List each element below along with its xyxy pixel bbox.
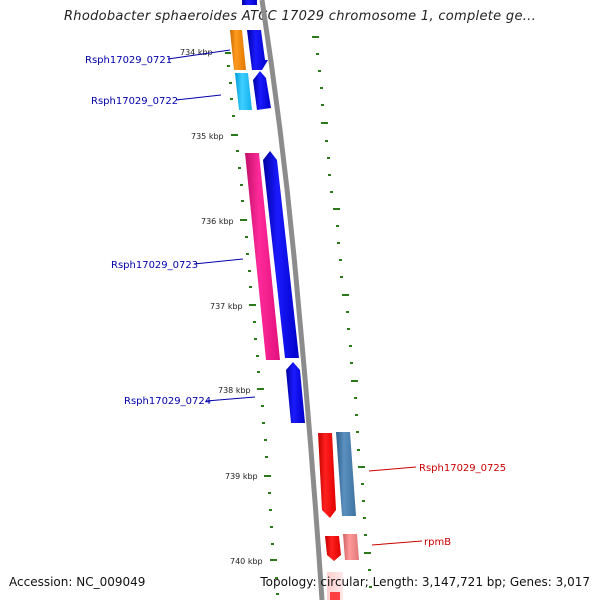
tick-ruler-inner — [225, 52, 279, 595]
chromosome-backbone — [259, 0, 325, 600]
label-leader-lines — [167, 49, 423, 546]
gene-0721-cds-arrow[interactable] — [247, 30, 268, 70]
gene-0724-cds-arrow[interactable] — [286, 362, 305, 423]
gene-labels: Rsph17029_0721 Rsph17029_0722 Rsph17029_… — [85, 55, 506, 548]
gene-label-0724[interactable]: Rsph17029_0724 — [124, 396, 211, 407]
gene-partial-top[interactable] — [242, 0, 257, 5]
tick-labels: 734 kbp 735 kbp 736 kbp 737 kbp 738 kbp … — [180, 48, 263, 566]
gene-rsph17029-0724[interactable] — [286, 362, 305, 423]
gene-0725-cds-arrow[interactable] — [318, 433, 336, 518]
gene-rsph17029-0721[interactable] — [230, 30, 268, 70]
tick-label-739: 739 kbp — [225, 472, 258, 481]
accession-text: Accession: NC_009049 — [9, 575, 146, 589]
gene-0722-cog-feature[interactable] — [235, 73, 252, 110]
gene-rpmb-cds-arrow[interactable] — [325, 536, 341, 561]
gene-0723-cog-feature[interactable] — [245, 153, 280, 360]
tick-label-734: 734 kbp — [180, 48, 213, 57]
gene-label-0725[interactable]: Rsph17029_0725 — [419, 463, 506, 474]
gene-label-0723[interactable]: Rsph17029_0723 — [111, 260, 198, 271]
genome-summary-text: Topology: circular; Length: 3,147,721 bp… — [260, 575, 590, 589]
gene-0722-cds-arrow[interactable] — [253, 71, 271, 110]
gene-rpmb-cog-feature[interactable] — [343, 534, 359, 560]
gene-0725-cog-feature[interactable] — [336, 432, 356, 516]
tick-label-740: 740 kbp — [230, 557, 263, 566]
tick-label-737: 737 kbp — [210, 302, 243, 311]
gene-0723-cds-arrow[interactable] — [263, 151, 299, 358]
tick-ruler-outer — [312, 36, 372, 588]
gene-label-rpmb[interactable]: rpmB — [424, 537, 451, 548]
gene-label-0721[interactable]: Rsph17029_0721 — [85, 55, 172, 66]
gene-label-0722[interactable]: Rsph17029_0722 — [91, 96, 178, 107]
tick-label-738: 738 kbp — [218, 386, 251, 395]
gene-0721-cog-feature[interactable] — [230, 30, 246, 70]
gene-partial-bottom[interactable] — [327, 572, 343, 600]
gene-rsph17029-0723[interactable] — [245, 151, 299, 360]
gene-rsph17029-0722[interactable] — [235, 71, 271, 110]
gene-rpmb[interactable] — [325, 534, 359, 561]
tick-label-735: 735 kbp — [191, 132, 224, 141]
tick-label-736: 736 kbp — [201, 217, 234, 226]
map-title: Rhodobacter sphaeroides ATCC 17029 chrom… — [63, 9, 537, 24]
gene-rsph17029-0725[interactable] — [318, 432, 356, 518]
